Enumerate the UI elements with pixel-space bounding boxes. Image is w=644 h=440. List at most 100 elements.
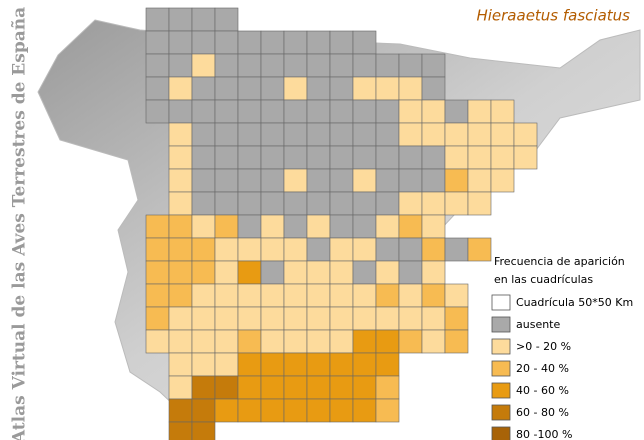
grid-cell: [490, 168, 515, 193]
grid-cell: [467, 145, 492, 170]
grid-cell: [375, 122, 400, 147]
grid-cell: [260, 30, 285, 55]
grid-cell: [306, 237, 331, 262]
grid-cell: [444, 191, 469, 216]
legend-label: 80 -100 %: [516, 428, 572, 440]
grid-cell: [329, 329, 354, 354]
grid-cell: [237, 30, 262, 55]
grid-cell: [191, 7, 216, 32]
grid-cell: [375, 375, 400, 400]
grid-cell: [168, 421, 193, 440]
grid-cell: [168, 283, 193, 308]
grid-cell: [375, 214, 400, 239]
grid-cell: [306, 352, 331, 377]
grid-cell: [306, 329, 331, 354]
grid-cell: [283, 122, 308, 147]
grid-cell: [444, 329, 469, 354]
grid-cell: [329, 168, 354, 193]
grid-cell: [283, 260, 308, 285]
grid-cell: [398, 214, 423, 239]
grid-cell: [145, 76, 170, 101]
grid-cell: [260, 168, 285, 193]
grid-cell: [168, 191, 193, 216]
grid-cell: [306, 214, 331, 239]
grid-cell: [352, 260, 377, 285]
species-title: Hieraaetus fasciatus: [476, 7, 630, 25]
grid-cell: [168, 260, 193, 285]
grid-cell: [214, 7, 239, 32]
grid-cell: [352, 306, 377, 331]
grid-cell: [352, 191, 377, 216]
grid-cell: [306, 306, 331, 331]
grid-cell: [145, 237, 170, 262]
grid-cell: [375, 398, 400, 423]
grid-cell: [214, 375, 239, 400]
grid-cell: [283, 30, 308, 55]
grid-cell: [421, 283, 446, 308]
grid-cell: [191, 260, 216, 285]
grid-cell: [168, 145, 193, 170]
grid-cell: [421, 168, 446, 193]
grid-cell: [398, 329, 423, 354]
grid-cell: [329, 214, 354, 239]
grid-cell: [191, 145, 216, 170]
grid-cell: [168, 352, 193, 377]
grid-cell: [145, 7, 170, 32]
grid-cell: [237, 352, 262, 377]
grid-cell: [191, 53, 216, 78]
grid-cell: [237, 53, 262, 78]
grid-cell: [283, 329, 308, 354]
grid-cell: [375, 99, 400, 124]
grid-cell: [375, 306, 400, 331]
grid-cell: [283, 191, 308, 216]
grid-cell: [421, 191, 446, 216]
grid-cell: [237, 283, 262, 308]
grid-cell: [191, 421, 216, 440]
grid-cell: [398, 99, 423, 124]
grid-cell: [283, 145, 308, 170]
grid-cell: [145, 214, 170, 239]
grid-cell: [444, 145, 469, 170]
grid-cell: [214, 53, 239, 78]
grid-cell: [352, 76, 377, 101]
grid-cell: [168, 329, 193, 354]
legend-title: Frecuencia de aparición: [494, 255, 625, 268]
grid-cell: [214, 145, 239, 170]
grid-cell: [191, 99, 216, 124]
grid-cell: [260, 352, 285, 377]
grid-cell: [260, 76, 285, 101]
grid-cell: [398, 191, 423, 216]
legend-label: 40 - 60 %: [516, 384, 569, 397]
legend-swatch: [491, 426, 511, 440]
grid-cell: [283, 237, 308, 262]
grid-cell: [191, 283, 216, 308]
grid-cell: [306, 99, 331, 124]
grid-cell: [191, 122, 216, 147]
grid-cell: [260, 99, 285, 124]
grid-cell: [329, 191, 354, 216]
grid-cell: [145, 329, 170, 354]
grid-cell: [421, 306, 446, 331]
grid-cell: [421, 53, 446, 78]
grid-cell: [237, 398, 262, 423]
grid-cell: [283, 76, 308, 101]
grid-cell: [283, 168, 308, 193]
legend-swatch: [491, 316, 511, 333]
grid-cell: [191, 375, 216, 400]
grid-cell: [237, 375, 262, 400]
grid-cell: [283, 306, 308, 331]
grid-cell: [237, 237, 262, 262]
grid-cell: [352, 214, 377, 239]
grid-cell: [329, 53, 354, 78]
legend-swatch: [491, 294, 511, 311]
grid-cell: [329, 145, 354, 170]
legend-label: 60 - 80 %: [516, 406, 569, 419]
grid-cell: [145, 30, 170, 55]
grid-cell: [398, 306, 423, 331]
grid-cell: [513, 122, 538, 147]
grid-cell: [214, 30, 239, 55]
grid-cell: [145, 99, 170, 124]
grid-cell: [352, 352, 377, 377]
grid-cell: [329, 306, 354, 331]
